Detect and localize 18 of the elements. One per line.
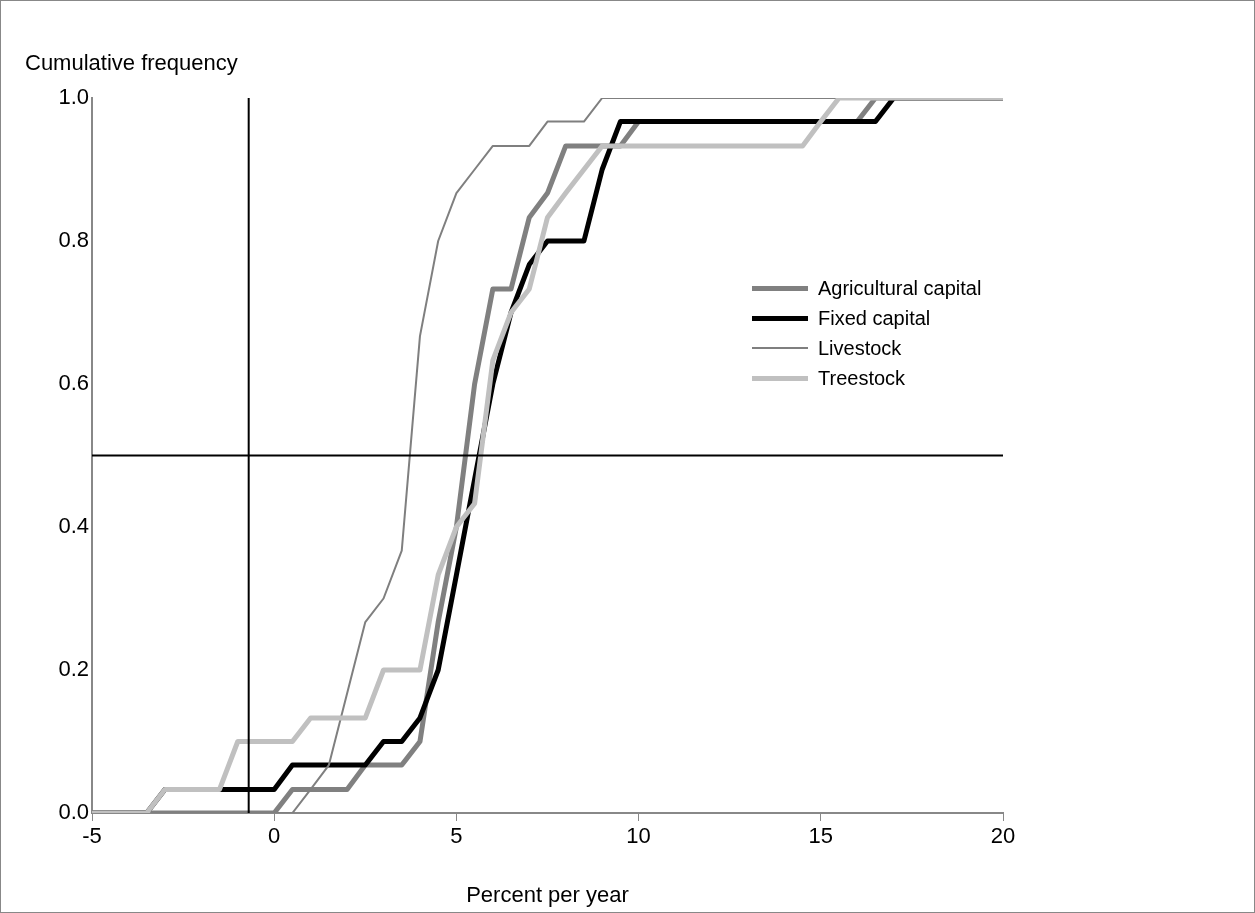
- x-tick-label: 0: [268, 823, 281, 849]
- x-tick-label: -5: [82, 823, 102, 849]
- y-tick-label: 1.0: [58, 84, 89, 110]
- legend-label: Fixed capital: [818, 306, 931, 330]
- y-tick-label: 0.0: [58, 799, 89, 825]
- y-tick-label: 0.2: [58, 656, 89, 682]
- x-tick-label: 10: [626, 823, 651, 849]
- legend-label: Treestock: [818, 366, 906, 390]
- x-tick-label: 5: [450, 823, 463, 849]
- y-axis-title: Cumulative frequency: [25, 50, 238, 76]
- y-tick-label: 0.6: [58, 370, 89, 396]
- x-axis-title: Percent per year: [466, 881, 629, 907]
- y-tick-label: 0.8: [58, 227, 89, 253]
- legend-label: Livestock: [818, 336, 902, 360]
- y-tick-label: 0.4: [58, 513, 89, 539]
- x-tick-label: 20: [990, 823, 1016, 849]
- legend-label: Agricultural capital: [818, 276, 982, 300]
- x-tick-label: 15: [808, 823, 834, 849]
